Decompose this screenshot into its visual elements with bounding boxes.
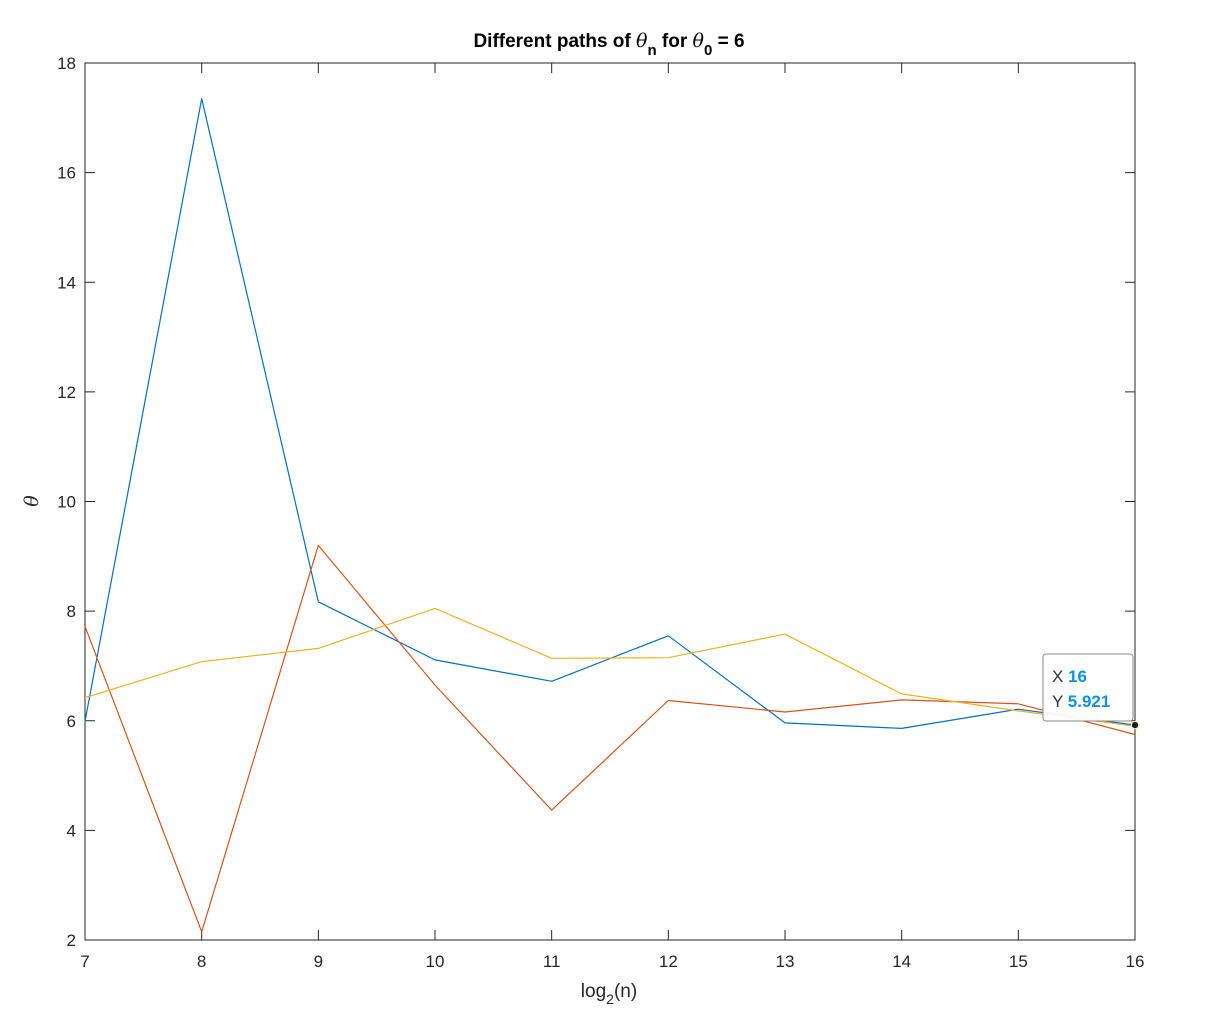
y-tick-label: 10 xyxy=(57,493,76,512)
x-tick-label: 14 xyxy=(892,952,911,971)
datatip-box xyxy=(1042,653,1134,722)
x-tick-label: 10 xyxy=(426,952,445,971)
datatip-marker[interactable] xyxy=(1130,720,1140,730)
y-tick-label: 12 xyxy=(57,383,76,402)
y-tick-label: 4 xyxy=(67,821,76,840)
x-tick-label: 15 xyxy=(1009,952,1028,971)
y-axis-ticks: 2 4 6 8 10 12 14 16 18 xyxy=(57,54,1135,950)
x-tick-label: 7 xyxy=(80,952,89,971)
y-tick-label: 16 xyxy=(57,164,76,183)
x-tick-label: 13 xyxy=(776,952,795,971)
y-tick-label: 6 xyxy=(67,712,76,731)
y-tick-label: 18 xyxy=(57,54,76,73)
y-axis-label: θ xyxy=(21,495,43,507)
chart-title: Different paths of θn for θ0 = 6 xyxy=(473,30,744,59)
x-tick-label: 8 xyxy=(197,952,206,971)
series-lines xyxy=(84,97,1136,933)
y-tick-label: 2 xyxy=(67,931,76,950)
series-line-3 xyxy=(84,607,1136,727)
y-tick-label: 14 xyxy=(57,273,76,292)
x-axis-label: log2(n) xyxy=(581,981,637,1007)
x-tick-label: 12 xyxy=(659,952,678,971)
y-tick-label: 8 xyxy=(67,602,76,621)
x-axis-ticks: 7 8 9 10 11 12 13 14 15 16 xyxy=(80,63,1144,971)
x-tick-label: 16 xyxy=(1126,952,1145,971)
datatip[interactable]: X 16 Y 5.921 xyxy=(1042,653,1140,730)
x-tick-label: 11 xyxy=(543,952,561,971)
datatip-y: Y 5.921 xyxy=(1052,692,1110,711)
x-tick-label: 9 xyxy=(314,952,323,971)
datatip-x: X 16 xyxy=(1052,667,1087,686)
